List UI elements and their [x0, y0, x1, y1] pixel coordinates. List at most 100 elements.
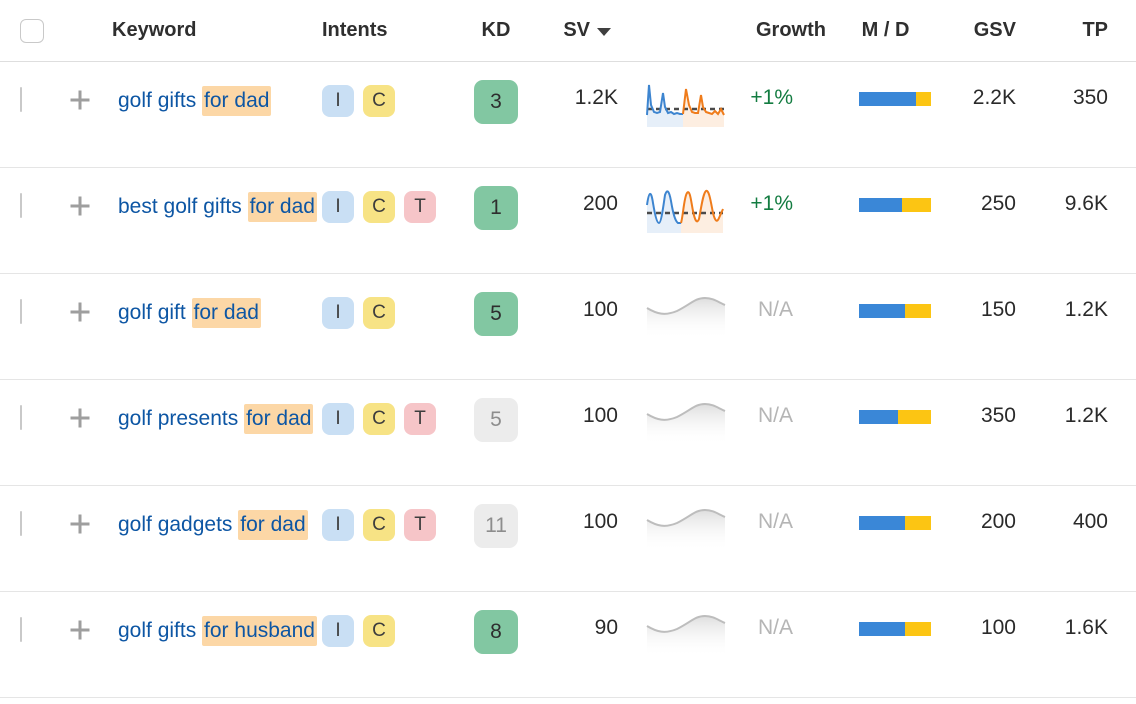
traffic-potential-value: 1.2K	[1064, 298, 1108, 321]
kd-badge: 5	[474, 292, 518, 336]
search-volume-value: 1.2K	[574, 86, 618, 109]
mobile-desktop-bar	[859, 198, 931, 212]
keyword-highlight: for dad	[191, 298, 261, 328]
mobile-desktop-bar-blue	[859, 198, 903, 212]
search-volume-value: 200	[582, 192, 618, 215]
mobile-desktop-bar	[859, 410, 931, 424]
plus-icon	[70, 408, 90, 428]
sv-trend-sparkline	[621, 486, 730, 591]
col-header-gsv[interactable]: GSV	[973, 19, 1016, 41]
mobile-desktop-bar-yellow	[905, 516, 931, 530]
growth-value: N/A	[757, 404, 793, 427]
mobile-desktop-bar-blue	[859, 410, 898, 424]
mobile-desktop-bar-blue	[859, 92, 916, 106]
col-header-tp[interactable]: TP	[1082, 19, 1108, 41]
keyword-link[interactable]: best golf gifts for dad	[118, 192, 317, 222]
intent-badge-i: I	[322, 85, 354, 117]
intent-badge-t: T	[404, 509, 436, 541]
add-keyword-button[interactable]	[68, 406, 92, 430]
keyword-link[interactable]: golf presents for dad	[118, 404, 314, 434]
intent-badge-i: I	[322, 509, 354, 541]
keyword-highlight: for dad	[247, 192, 317, 222]
keyword-link[interactable]: golf gadgets for dad	[118, 510, 308, 540]
col-header-sv-label: SV	[563, 19, 590, 41]
col-header-intents[interactable]: Intents	[322, 19, 388, 41]
intent-badge-i: I	[322, 403, 354, 435]
mobile-desktop-bar-yellow	[902, 198, 931, 212]
plus-icon	[70, 620, 90, 640]
search-volume-value: 90	[594, 616, 618, 639]
traffic-potential-value: 400	[1072, 510, 1108, 533]
sv-trend-sparkline	[621, 592, 730, 697]
keyword-link[interactable]: golf gifts for dad	[118, 86, 272, 116]
mobile-desktop-bar	[859, 92, 931, 106]
add-keyword-button[interactable]	[68, 194, 92, 218]
select-all-checkbox[interactable]	[20, 18, 44, 43]
row-checkbox[interactable]	[20, 87, 22, 112]
row-checkbox[interactable]	[20, 193, 22, 218]
global-search-volume-value: 250	[980, 192, 1016, 215]
sv-trend-sparkline	[621, 380, 730, 485]
search-volume-value: 100	[582, 404, 618, 427]
traffic-potential-value: 350	[1072, 86, 1108, 109]
search-volume-value: 100	[582, 298, 618, 321]
keyword-highlight: for dad	[244, 404, 314, 434]
mobile-desktop-bar	[859, 304, 931, 318]
growth-value: N/A	[757, 298, 793, 321]
plus-icon	[70, 514, 90, 534]
row-checkbox[interactable]	[20, 299, 22, 324]
intent-badge-i: I	[322, 297, 354, 329]
traffic-potential-value: 1.6K	[1064, 616, 1108, 639]
add-keyword-button[interactable]	[68, 512, 92, 536]
row-checkbox[interactable]	[20, 405, 22, 430]
plus-icon	[70, 196, 90, 216]
kd-badge: 8	[474, 610, 518, 654]
add-keyword-button[interactable]	[68, 88, 92, 112]
sv-trend-sparkline	[621, 168, 730, 273]
intent-badge-c: C	[363, 509, 395, 541]
intent-badge-c: C	[363, 85, 395, 117]
intent-badge-c: C	[363, 615, 395, 647]
kd-badge: 3	[474, 80, 518, 124]
row-checkbox[interactable]	[20, 617, 22, 642]
add-keyword-button[interactable]	[68, 300, 92, 324]
kd-badge: 5	[474, 398, 518, 442]
row-checkbox[interactable]	[20, 511, 22, 536]
growth-value: N/A	[757, 510, 793, 533]
search-volume-value: 100	[582, 510, 618, 533]
keyword-link[interactable]: golf gift for dad	[118, 298, 261, 328]
traffic-potential-value: 1.2K	[1064, 404, 1108, 427]
keyword-highlight: for dad	[238, 510, 308, 540]
col-header-keyword[interactable]: Keyword	[112, 19, 197, 41]
plus-icon	[70, 302, 90, 322]
global-search-volume-value: 200	[980, 510, 1016, 533]
mobile-desktop-bar	[859, 622, 931, 636]
col-header-growth[interactable]: Growth	[756, 19, 826, 41]
add-keyword-button[interactable]	[68, 618, 92, 642]
table-header-row: Keyword Intents KD SV Growth M / D GSV T…	[0, 0, 1136, 62]
mobile-desktop-bar-yellow	[905, 622, 931, 636]
intent-badge-c: C	[363, 191, 395, 223]
keyword-link[interactable]: golf gifts for husband	[118, 616, 317, 646]
col-header-sv[interactable]: SV	[524, 19, 621, 42]
col-header-kd[interactable]: KD	[481, 19, 511, 41]
keyword-highlight: for dad	[202, 86, 272, 116]
growth-value: N/A	[757, 616, 793, 639]
intent-badge-t: T	[404, 403, 436, 435]
col-header-md[interactable]: M / D	[861, 19, 910, 41]
intent-badge-c: C	[363, 297, 395, 329]
